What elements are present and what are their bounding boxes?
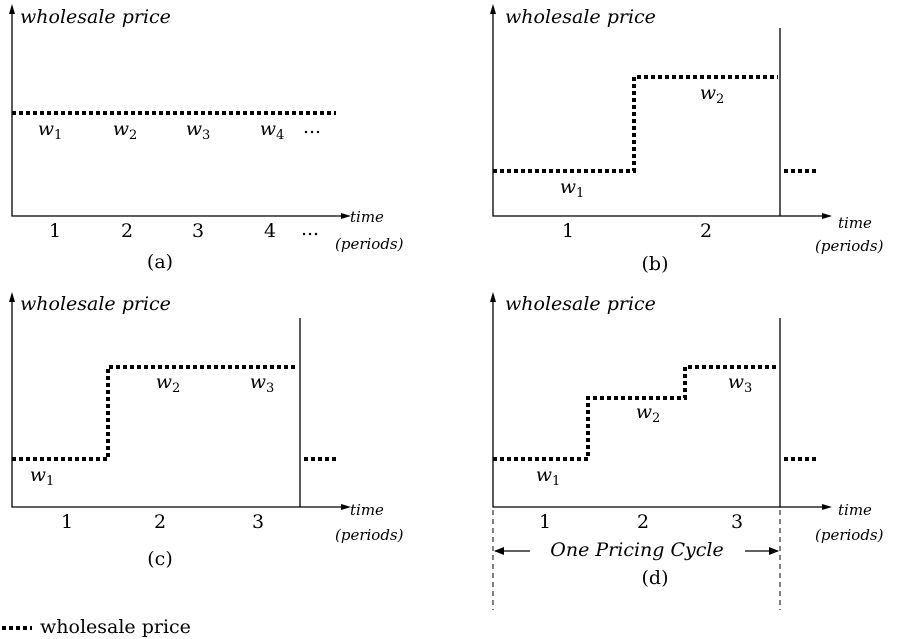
price-base: w — [38, 118, 54, 140]
price-base: w — [186, 118, 202, 140]
axes — [492, 10, 826, 217]
panel-d: One Pricing Cycle — [490, 292, 832, 610]
period-label: 3 — [252, 511, 264, 533]
caption: (a) — [147, 251, 173, 273]
period-label: ... — [301, 218, 319, 240]
period-label: 1 — [539, 511, 551, 533]
x-axis-unit: (periods) — [815, 237, 884, 255]
price-base: w — [536, 464, 552, 486]
price-line — [493, 365, 816, 461]
price-sub: 2 — [172, 381, 180, 396]
period-label: 4 — [264, 220, 276, 242]
price-sub: 2 — [652, 411, 660, 426]
price-base: ... — [303, 116, 321, 138]
price-sub: 4 — [276, 128, 284, 143]
period-label: 1 — [49, 220, 61, 242]
price-line — [12, 365, 336, 461]
x-axis-unit: (periods) — [335, 235, 404, 253]
panel-b — [490, 4, 832, 219]
y-axis-label: wholesale price — [505, 293, 656, 315]
period-label: 1 — [562, 220, 574, 242]
price-label: ... — [303, 116, 321, 138]
caption: (b) — [642, 253, 669, 275]
price-label: w1 — [536, 464, 561, 489]
y-axis-label: wholesale price — [20, 6, 171, 28]
price-label: w2 — [113, 118, 138, 143]
price-base: w — [30, 464, 46, 486]
legend-label: wholesale price — [40, 616, 191, 638]
price-label: w2 — [156, 371, 181, 396]
period-label: 3 — [192, 220, 204, 242]
panel-a — [9, 4, 351, 219]
x-axis-label: time — [350, 208, 384, 226]
price-base: w — [260, 118, 276, 140]
price-sub: 3 — [744, 381, 752, 396]
arrow — [494, 547, 504, 555]
x-axis-unit: (periods) — [815, 526, 884, 544]
cycle-label: One Pricing Cycle — [550, 539, 723, 561]
period-label: 3 — [731, 511, 743, 533]
price-base: w — [636, 401, 652, 423]
arrow — [769, 547, 779, 555]
axes — [11, 298, 345, 508]
panel-c — [9, 292, 351, 510]
price-sub: 3 — [202, 128, 210, 143]
period-label: 2 — [154, 511, 166, 533]
period-label: 1 — [61, 511, 73, 533]
axes — [492, 298, 826, 508]
price-sub: 1 — [54, 128, 62, 143]
period-label: 2 — [121, 220, 133, 242]
price-label: w3 — [728, 371, 753, 396]
y-axis-label: wholesale price — [20, 293, 171, 315]
price-label: w1 — [30, 464, 55, 489]
price-base: w — [113, 118, 129, 140]
axes — [11, 10, 345, 217]
price-sub: 1 — [552, 474, 560, 489]
arrow — [490, 4, 496, 14]
price-label: w3 — [186, 118, 211, 143]
y-axis-label: wholesale price — [505, 6, 656, 28]
price-label: w1 — [560, 176, 585, 201]
price-sub: 3 — [266, 381, 274, 396]
x-axis-label: time — [350, 501, 384, 519]
price-base: w — [250, 371, 266, 393]
price-sub: 1 — [576, 186, 584, 201]
price-label: w4 — [260, 118, 285, 143]
price-sub: 2 — [716, 92, 724, 107]
arrow — [9, 4, 15, 14]
price-label: w3 — [250, 371, 275, 396]
price-base: w — [560, 176, 576, 198]
arrow — [9, 292, 15, 302]
price-base: w — [700, 82, 716, 104]
arrow — [822, 213, 832, 219]
period-label: 2 — [637, 511, 649, 533]
price-sub: 1 — [46, 474, 54, 489]
arrow — [490, 292, 496, 302]
arrow — [341, 504, 351, 510]
caption: (d) — [642, 567, 669, 589]
price-sub: 2 — [129, 128, 137, 143]
x-axis-label: time — [838, 501, 872, 519]
price-label: w2 — [700, 82, 725, 107]
price-label: w2 — [636, 401, 661, 426]
arrow — [341, 213, 351, 219]
price-line — [493, 75, 816, 173]
x-axis-unit: (periods) — [335, 526, 404, 544]
caption: (c) — [147, 548, 172, 570]
price-label: w1 — [38, 118, 63, 143]
price-base: w — [156, 371, 172, 393]
price-base: w — [728, 371, 744, 393]
period-label: 2 — [700, 220, 712, 242]
x-axis-label: time — [838, 214, 872, 232]
arrow — [822, 504, 832, 510]
